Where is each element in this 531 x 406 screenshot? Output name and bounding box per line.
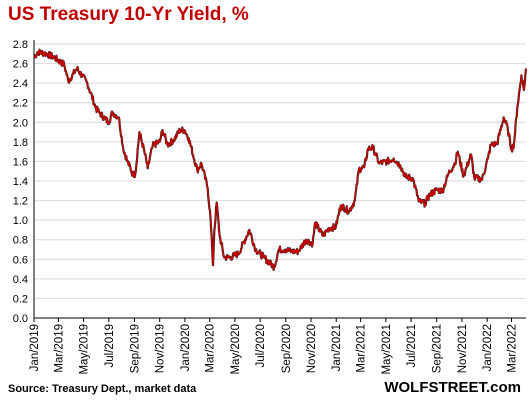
y-tick-label: 2.6 — [13, 59, 28, 71]
x-tick-label: Nov/2019 — [155, 324, 167, 373]
x-tick-label: Mar/2022 — [507, 324, 519, 373]
brand-logo-text: WOLFSTREET.com — [384, 379, 521, 396]
x-tick-label: May/2021 — [381, 324, 393, 375]
x-tick-label: Sep/2019 — [129, 324, 141, 373]
y-tick-label: 2.4 — [13, 78, 28, 90]
x-tick-label: Jul/2019 — [104, 324, 116, 367]
x-tick-label: Jul/2021 — [406, 324, 418, 367]
x-tick-label: Nov/2021 — [457, 324, 469, 373]
y-tick-label: 0.0 — [13, 313, 28, 325]
x-tick-label: Mar/2020 — [205, 324, 217, 373]
x-tick-label: Jan/2022 — [482, 324, 494, 371]
y-tick-label: 2.0 — [13, 117, 28, 129]
x-tick-label: Jan/2021 — [331, 324, 343, 371]
y-axis-ticks: 0.0 0.2 0.4 0.6 0.8 1.0 1.2 1.4 1.6 1.8 2.0 2.2 2.4 2… — [13, 39, 28, 325]
y-tick-label: 1.0 — [13, 215, 28, 227]
y-tick-label: 0.8 — [13, 235, 28, 247]
x-tick-label: May/2020 — [230, 324, 242, 375]
axes — [33, 40, 526, 322]
chart-title: US Treasury 10-Yr Yield, % — [8, 4, 249, 25]
y-tick-label: 0.6 — [13, 254, 28, 266]
y-tick-label: 1.6 — [13, 156, 28, 168]
x-tick-label: Sep/2021 — [432, 324, 444, 373]
y-tick-label: 1.4 — [13, 176, 28, 188]
x-tick-label: Mar/2021 — [356, 324, 368, 373]
y-tick-label: 1.8 — [13, 137, 28, 149]
x-tick-label: Nov/2020 — [306, 324, 318, 373]
x-tick-label: Jan/2020 — [180, 324, 192, 371]
x-axis-ticks: Jan/2019 Mar/2019 May/2019 Jul/2019 Sep/2019… — [29, 324, 519, 375]
y-tick-label: 2.8 — [13, 39, 28, 51]
series-line — [33, 48, 527, 271]
x-tick-label: Sep/2020 — [281, 324, 293, 373]
x-tick-label: Jan/2019 — [29, 324, 41, 371]
gridlines — [34, 43, 526, 299]
y-tick-label: 2.2 — [13, 98, 28, 110]
y-tick-label: 0.4 — [13, 274, 28, 286]
y-tick-label: 1.2 — [13, 196, 28, 208]
source-note: Source: Treasury Dept., market data — [8, 383, 197, 395]
y-tick-label: 0.2 — [13, 293, 28, 305]
x-tick-label: May/2019 — [79, 324, 91, 375]
x-tick-label: Jul/2020 — [255, 324, 267, 367]
x-tick-label: Mar/2019 — [53, 324, 65, 373]
series-lines — [33, 48, 528, 271]
